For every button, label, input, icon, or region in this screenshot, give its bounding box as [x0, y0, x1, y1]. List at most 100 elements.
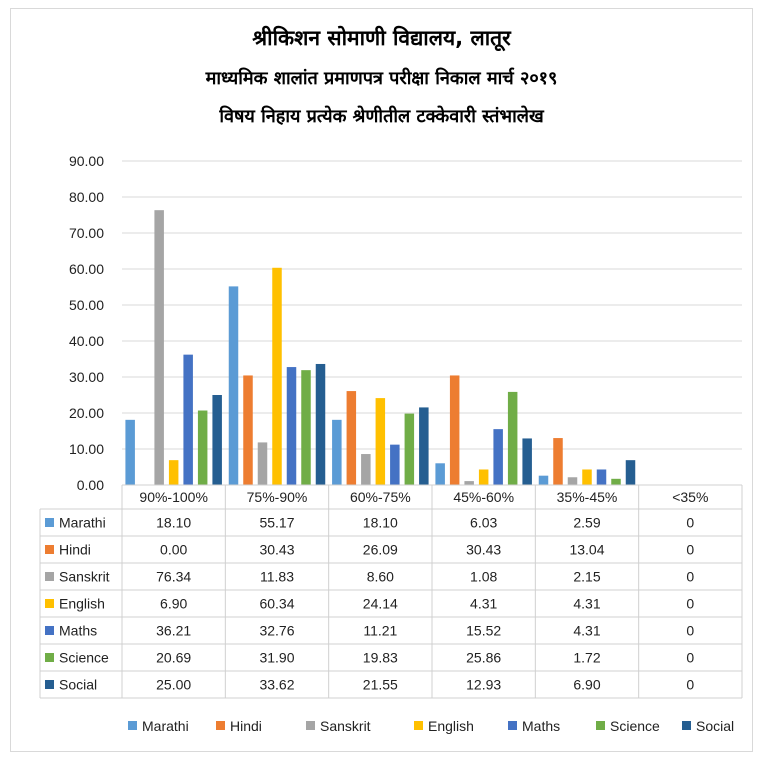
y-tick-label: 40.00 — [69, 333, 104, 349]
table-cell-value: 0 — [686, 569, 694, 585]
table-cell-value: 33.62 — [259, 677, 294, 693]
table-cell-value: 26.09 — [363, 542, 398, 558]
chart-subtitle: माध्यमिक शालांत प्रमाणपत्र परीक्षा निकाल… — [205, 68, 558, 89]
y-tick-label: 90.00 — [69, 153, 104, 169]
table-cell-value: 0.00 — [160, 542, 187, 558]
bar-social — [212, 395, 222, 485]
table-cell-value: 20.69 — [156, 650, 191, 666]
table-cell-value: 1.72 — [573, 650, 600, 666]
legend-label: Maths — [522, 718, 560, 734]
table-series-name: Sanskrit — [59, 569, 110, 585]
table-series-name: Science — [59, 650, 109, 666]
bar-english — [478, 469, 489, 485]
legend-swatch-hindi — [216, 721, 225, 730]
table-series-name: Marathi — [59, 515, 106, 531]
table-cell-value: 4.31 — [470, 596, 497, 612]
bar-english — [582, 469, 592, 485]
table-cell-value: 13.04 — [569, 542, 604, 558]
bar-maths — [493, 429, 503, 485]
table-cell-value: 15.52 — [466, 623, 501, 639]
table-cell-value: 25.00 — [156, 677, 191, 693]
bar-science — [611, 478, 621, 485]
category-label: 90%-100% — [139, 489, 208, 505]
bar-marathi — [538, 475, 549, 485]
table-cell-value: 18.10 — [156, 515, 191, 531]
legend-label: Science — [610, 718, 660, 734]
table-cell-value: 55.17 — [259, 515, 294, 531]
bar-hindi — [449, 375, 460, 485]
table-series-swatch — [45, 626, 54, 635]
table-cell-value: 11.83 — [260, 569, 294, 585]
table-cell-value: 6.03 — [470, 515, 497, 531]
bar-maths — [390, 444, 400, 485]
y-tick-label: 60.00 — [69, 261, 104, 277]
y-tick-label: 70.00 — [69, 225, 104, 241]
table-cell-value: 4.31 — [573, 623, 600, 639]
bar-social — [625, 460, 636, 485]
legend-label: Social — [696, 718, 734, 734]
bar-marathi — [332, 419, 342, 485]
bar-marathi — [125, 419, 135, 485]
table-cell-value: 12.93 — [466, 677, 501, 693]
table-cell-value: 0 — [686, 596, 694, 612]
table-cell-value: 32.76 — [259, 623, 294, 639]
bar-science — [301, 370, 311, 485]
table-series-name: Hindi — [59, 542, 91, 558]
bar-sanskrit — [361, 454, 371, 485]
table-series-swatch — [45, 653, 54, 662]
table-cell-value: 60.34 — [259, 596, 294, 612]
bar-maths — [183, 354, 193, 485]
table-cell-value: 2.15 — [573, 569, 600, 585]
legend-swatch-maths — [508, 721, 517, 730]
table-cell-value: 30.43 — [466, 542, 501, 558]
table-cell-value: 0 — [686, 677, 694, 693]
table-cell-value: 0 — [686, 623, 694, 639]
table-cell-value: 19.83 — [363, 650, 398, 666]
y-tick-label: 50.00 — [69, 297, 104, 313]
table-cell-value: 24.14 — [363, 596, 398, 612]
legend-swatch-social — [682, 721, 691, 730]
table-cell-value: 0 — [686, 542, 694, 558]
table-series-swatch — [45, 518, 54, 527]
bar-marathi — [228, 286, 239, 485]
bar-social — [419, 407, 429, 485]
category-label: 75%-90% — [247, 489, 308, 505]
table-series-swatch — [45, 572, 54, 581]
bar-hindi — [553, 438, 563, 485]
bar-science — [404, 413, 415, 485]
legend-label: English — [428, 718, 474, 734]
table-cell-value: 0 — [686, 515, 694, 531]
table-cell-value: 0 — [686, 650, 694, 666]
legend-swatch-english — [414, 721, 423, 730]
category-label: 35%-45% — [557, 489, 618, 505]
table-series-name: Maths — [59, 623, 97, 639]
bar-maths — [596, 469, 607, 485]
table-cell-value: 25.86 — [466, 650, 501, 666]
bar-sanskrit — [464, 481, 474, 485]
bar-sanskrit — [154, 210, 164, 485]
category-label: 45%-60% — [453, 489, 514, 505]
bar-sanskrit — [257, 442, 268, 485]
table-series-name: English — [59, 596, 105, 612]
bar-science — [507, 391, 518, 485]
bar-maths — [286, 367, 297, 485]
table-series-swatch — [45, 545, 54, 554]
y-tick-label: 0.00 — [77, 477, 104, 493]
legend-swatch-sanskrit — [306, 721, 315, 730]
category-label: 60%-75% — [350, 489, 411, 505]
table-cell-value: 8.60 — [367, 569, 394, 585]
table-cell-value: 6.90 — [573, 677, 600, 693]
table-cell-value: 18.10 — [363, 515, 398, 531]
legend-label: Marathi — [142, 718, 189, 734]
chart-caption: विषय निहाय प्रत्येक श्रेणीतील टक्केवारी … — [219, 106, 544, 127]
table-cell-value: 21.55 — [363, 677, 398, 693]
bar-science — [197, 410, 208, 485]
legend-swatch-marathi — [128, 721, 137, 730]
bar-english — [375, 398, 386, 485]
table-cell-value: 4.31 — [573, 596, 600, 612]
chart-frame — [10, 8, 753, 752]
legend-swatch-science — [596, 721, 605, 730]
y-tick-label: 30.00 — [69, 369, 104, 385]
table-series-swatch — [45, 680, 54, 689]
